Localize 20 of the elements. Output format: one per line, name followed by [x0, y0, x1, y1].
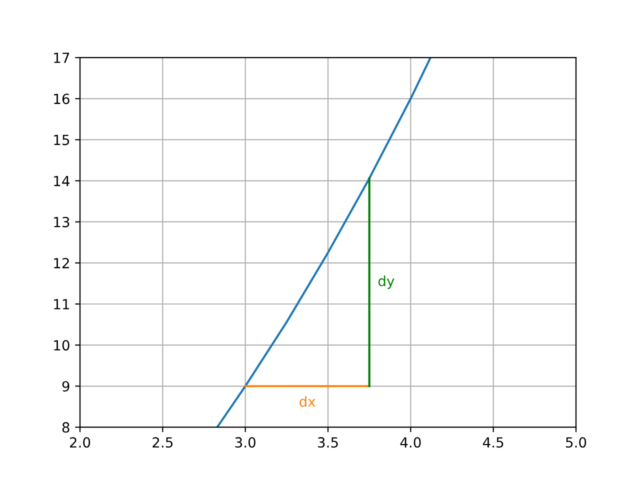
x-tick-label: 4.0 [400, 437, 421, 448]
x-tick-label: 2.5 [152, 437, 172, 448]
y-tick-label: 9 [62, 381, 70, 392]
y-tick-label: 12 [54, 258, 69, 268]
line-series [216, 58, 432, 428]
y-tick-label: 13 [54, 216, 70, 228]
x-tick-label: 2.0 [70, 437, 90, 448]
y-tick-label: 11 [54, 299, 69, 310]
y-tick-label: 16 [54, 94, 70, 104]
x-tick-label: 5.0 [566, 437, 586, 448]
x-tick-label: 3.5 [318, 437, 338, 448]
y-tick-label: 17 [54, 52, 70, 63]
y-tick-label: 15 [54, 134, 70, 146]
x-tick-label: 3.0 [235, 437, 256, 448]
annotation: dx [300, 396, 316, 407]
annotation: dy [378, 276, 394, 289]
y-tick-label: 14 [54, 176, 70, 186]
x-tick-label: 4.5 [482, 437, 504, 448]
y-tick-label: 8 [62, 422, 70, 433]
y-tick-label: 10 [54, 340, 70, 351]
